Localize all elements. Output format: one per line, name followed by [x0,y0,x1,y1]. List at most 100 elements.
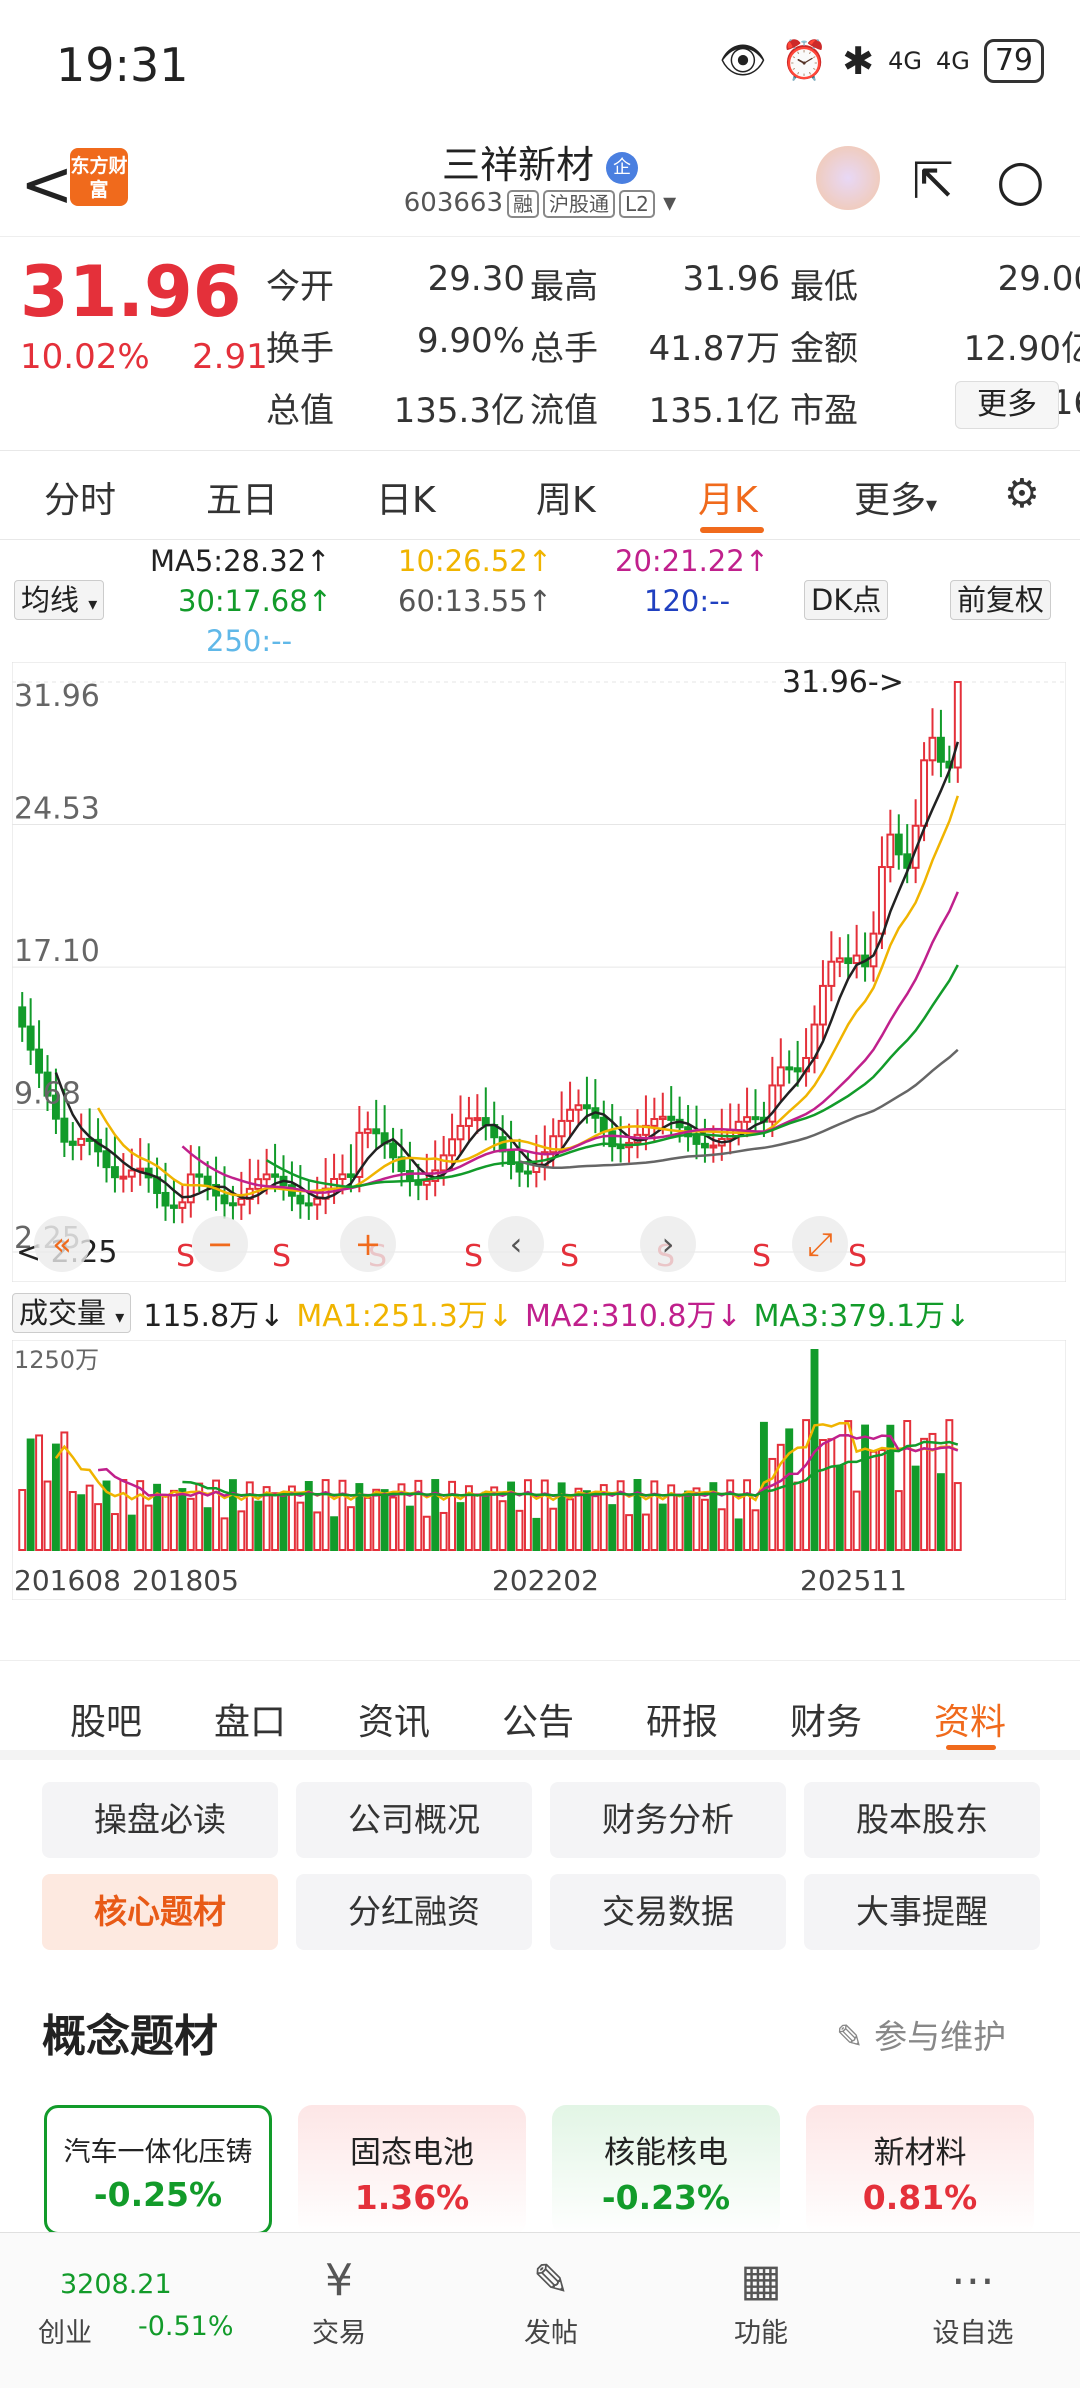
volume-bar [557,1482,566,1551]
concept-name: 汽车一体化压铸 [63,2137,253,2168]
volume-chart[interactable]: 1250万 201608 201805 202202 202511 [12,1340,1066,1600]
nav-trade[interactable]: ¥ 交易 [264,2251,414,2350]
tab-news[interactable]: 资讯 [358,1702,431,1743]
tab-profile[interactable]: 资料 [934,1702,1007,1743]
concept-card[interactable]: 新材料 0.81% [806,2105,1034,2235]
plus-icon-glyph: + [355,1225,382,1263]
candle [768,1084,777,1123]
y-tick-label: 24.53 [14,792,100,827]
search-icon[interactable]: ○ [996,148,1045,213]
back-button[interactable]: < [20,148,74,222]
gear-icon[interactable]: ⚙ [1004,471,1040,517]
left-arrow-icon[interactable] [488,1216,544,1272]
volume-bar [776,1443,785,1551]
volume-bar [338,1479,347,1551]
candle [936,736,945,763]
profile-button[interactable]: 分红融资 [296,1874,532,1950]
volume-bar [119,1479,128,1551]
quote-label: 金额 [790,329,858,369]
volume-bar [894,1490,903,1552]
zoom-out-icon[interactable] [34,1216,90,1272]
concept-card[interactable]: 核能核电 -0.23% [552,2105,780,2235]
candle [692,1135,701,1145]
more-quote-button[interactable]: 更多 [955,381,1059,429]
index-value[interactable]: 3208.21 [60,2269,172,2300]
volume-bar [734,1518,743,1551]
nav-post[interactable]: ✎ 发帖 [476,2251,626,2350]
tab-intraday[interactable]: 分时 [44,480,117,521]
candle [456,1124,465,1141]
volume-bar [928,1432,937,1551]
nav-watchlist[interactable]: ⋯ 设自选 [898,2251,1048,2350]
profile-button[interactable]: 公司概况 [296,1782,532,1858]
volume-bar [785,1428,794,1551]
tab-research[interactable]: 研报 [646,1702,719,1743]
candle [599,1116,608,1133]
tab-order-book[interactable]: 盘口 [214,1702,287,1743]
sell-mark: S [464,1239,483,1274]
volume-bar [178,1488,187,1551]
volume-bar [203,1507,212,1551]
volume-bar [271,1492,280,1551]
tab-weekly-k[interactable]: 周K [536,480,596,521]
stock-code-line[interactable]: 603663 融沪股通 L2 ▾ [0,188,1080,218]
dk-point-button[interactable]: DK点 [804,580,889,620]
volume-bar [136,1480,145,1552]
quote-value: 31.96 [682,259,780,299]
volume-bar [102,1480,111,1551]
profile-button[interactable]: 交易数据 [550,1874,786,1950]
right-arrow-icon[interactable] [640,1216,696,1272]
concept-card[interactable]: 汽车一体化压铸 -0.25% [44,2105,272,2235]
quote-value: 12.90亿 [963,329,1080,369]
volume-bar [869,1450,878,1551]
plus-icon[interactable] [340,1216,396,1272]
nav-functions-label: 功能 [734,2318,788,2349]
candle [650,1118,659,1127]
alarm-icon: ⏰ [780,38,829,82]
tab-five-day[interactable]: 五日 [206,480,279,521]
volume-bar [481,1491,490,1551]
minus-icon[interactable] [192,1216,248,1272]
volume-bar [498,1500,507,1552]
concept-change: -0.23% [601,2178,731,2217]
concept-card[interactable]: 固态电池 1.36% [298,2105,526,2235]
tab-announcements[interactable]: 公告 [502,1702,575,1743]
assistant-avatar[interactable] [816,146,880,210]
profile-button[interactable]: 操盘必读 [42,1782,278,1858]
maintain-link[interactable]: ✎ 参与维护 [836,2010,1006,2058]
stock-code: 603663 [403,188,504,218]
tag-margin: 融 [507,190,540,218]
profile-button[interactable]: 财务分析 [550,1782,786,1858]
fullscreen-icon[interactable] [792,1216,848,1272]
x-date-label: 201805 [132,1564,239,1597]
index-name[interactable]: 创业 [38,2318,92,2349]
profile-button[interactable]: 大事提醒 [804,1874,1040,1950]
tab-daily-k[interactable]: 日K [376,480,436,521]
candle [186,1173,195,1204]
quote-label: 换手 [266,329,334,369]
volume-selector[interactable]: 成交量 ▾ [12,1293,132,1333]
candle [127,1169,136,1178]
indicator-selector[interactable]: 均线 ▾ [14,580,105,620]
candle [709,1144,718,1149]
stock-title: 三祥新材 企 [0,134,1080,189]
vol-ma3: MA3:379.1万↓ [753,1299,971,1334]
tag-level2: L2 [619,190,655,218]
candle [785,1066,794,1071]
tab-forum[interactable]: 股吧 [70,1702,143,1743]
candle [60,1117,69,1143]
tab-finance[interactable]: 财务 [790,1702,863,1743]
nav-functions[interactable]: ▦ 功能 [686,2251,836,2350]
volume-bar [153,1483,162,1551]
index-change[interactable]: -0.51% [138,2311,234,2342]
candle [346,1173,355,1178]
adjust-button[interactable]: 前复权 [950,580,1052,620]
tab-more[interactable]: 更多▾ [854,471,937,523]
profile-button[interactable]: 股本股东 [804,1782,1040,1858]
volume-bar [532,1517,541,1551]
tab-monthly-k[interactable]: 月K [698,480,758,521]
share-icon[interactable]: ⇱ [912,152,954,210]
profile-button[interactable]: 核心题材 [42,1874,278,1950]
volume-bar [439,1511,448,1551]
